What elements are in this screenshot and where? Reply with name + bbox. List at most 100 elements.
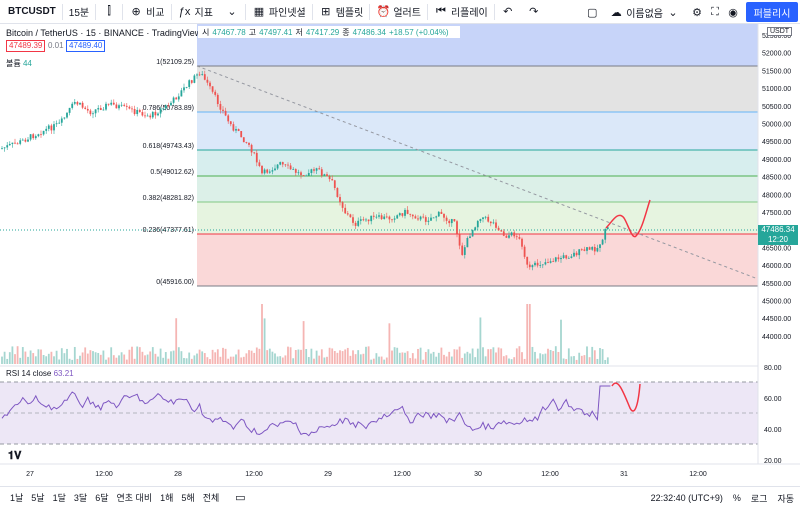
candle-body xyxy=(274,168,276,171)
volume-bar xyxy=(313,358,315,364)
volume-bar xyxy=(136,346,139,364)
candle-body xyxy=(8,143,11,146)
price-tick: 44000.00 xyxy=(762,334,791,341)
layout-name-button[interactable]: ☁ 이름없음 ⌄ xyxy=(603,0,686,24)
publish-button[interactable]: 퍼블리시 xyxy=(746,2,798,22)
candle-body xyxy=(562,255,565,259)
volume-bar xyxy=(604,359,607,364)
countdown-value: 12:20 xyxy=(767,235,789,244)
volume-bar xyxy=(115,357,118,364)
volume-bar xyxy=(6,358,9,364)
volume-bar xyxy=(521,352,523,364)
candle-body xyxy=(430,217,432,221)
gear-icon[interactable]: ⚙ xyxy=(692,6,702,19)
date-range-icon[interactable]: ▭ xyxy=(235,492,246,504)
price-scale[interactable]: 52500.00 52000.00 51500.00 51000.00 50500.00… xyxy=(762,33,791,341)
redo-icon: ↷ xyxy=(529,6,539,18)
candle-body xyxy=(1,148,3,150)
square-icon[interactable]: ▢ xyxy=(586,6,598,19)
candle-body xyxy=(518,237,521,239)
candle-body xyxy=(344,207,347,214)
candle-body xyxy=(596,247,599,252)
range-button[interactable]: 5날 xyxy=(31,493,45,503)
time-axis[interactable]: 27 12:00 28 12:00 29 12:00 30 12:00 31 12:00 xyxy=(26,471,707,478)
chart-area[interactable]: 1(52109.25) 0.786(50783.89) 0.618(49743.43… xyxy=(0,24,800,486)
rsi-scale[interactable]: 80.00 60.00 40.00 20.00 xyxy=(764,365,782,465)
indicators-dropdown[interactable]: ⌄ xyxy=(219,0,245,24)
symbol-search[interactable]: BTCUSDT xyxy=(8,6,56,17)
buy-price-box[interactable]: 47489.40 xyxy=(66,40,106,52)
log-toggle[interactable]: 로그 xyxy=(750,493,768,504)
range-button[interactable]: 6달 xyxy=(95,493,109,503)
redo-button[interactable]: ↷ xyxy=(521,0,547,24)
candle-body xyxy=(151,111,154,118)
candle-body xyxy=(565,255,568,259)
chart-svg[interactable]: 1(52109.25) 0.786(50783.89) 0.618(49743.43… xyxy=(0,24,800,486)
volume-bar xyxy=(125,359,128,364)
range-button[interactable]: 전체 xyxy=(202,493,220,503)
fullscreen-icon[interactable]: ⛶ xyxy=(711,5,719,18)
volume-bar xyxy=(37,349,40,364)
trend-line[interactable] xyxy=(196,65,759,280)
template-button[interactable]: ⊞ 템플릿 xyxy=(313,0,370,24)
undo-button[interactable]: ↶ xyxy=(495,0,521,24)
volume-bar xyxy=(401,352,404,364)
volume-bar xyxy=(97,352,100,364)
interval-button[interactable]: 15분 xyxy=(68,8,90,19)
range-button[interactable]: 1날 xyxy=(10,493,24,503)
candle-body xyxy=(120,104,123,106)
volume-bar xyxy=(294,350,297,364)
volume-bar xyxy=(131,346,133,364)
candle-body xyxy=(258,162,261,166)
range-button[interactable]: 연초 대비 xyxy=(116,493,153,503)
alert-button[interactable]: ⏰ 얼러트 xyxy=(370,0,427,24)
camera-icon[interactable]: ◉ xyxy=(728,6,738,19)
layout-icon: ▦ xyxy=(253,6,265,18)
candle-body xyxy=(492,222,495,224)
replay-button[interactable]: ⏮ 리플레이 xyxy=(428,0,494,24)
clock[interactable]: 22:32:40 (UTC+9) xyxy=(650,493,723,503)
sell-price-box[interactable]: 47489.39 xyxy=(6,40,46,52)
candle-body xyxy=(417,218,419,220)
range-button[interactable]: 3달 xyxy=(73,493,88,503)
candle-body xyxy=(224,110,227,116)
volume-bar xyxy=(34,356,37,364)
candle-body xyxy=(21,139,24,141)
candle-body xyxy=(435,216,438,218)
indicators-button[interactable]: ƒx 지표 xyxy=(172,0,219,24)
candle-body xyxy=(73,102,76,104)
rsi-line xyxy=(1,385,611,437)
rsi-projection-curve[interactable] xyxy=(611,382,641,412)
candle-body xyxy=(185,86,188,88)
percent-toggle[interactable]: % xyxy=(732,493,741,503)
candle-body xyxy=(352,217,354,223)
volume-bar xyxy=(326,356,328,364)
volume-bar xyxy=(479,317,482,364)
pine-button[interactable]: ▦ 파인넷셜 xyxy=(246,0,312,24)
volume-bar xyxy=(487,349,490,364)
chart-type-button[interactable]: ⫿ xyxy=(96,0,122,24)
candle-body xyxy=(242,137,245,143)
auto-toggle[interactable]: 자동 xyxy=(777,493,794,504)
candle-body xyxy=(427,220,430,222)
fib-label: 1(52109.25) xyxy=(156,59,194,66)
compare-button[interactable]: ⊕ 비교 xyxy=(123,0,170,24)
candle-body xyxy=(193,75,196,83)
volume-bar xyxy=(94,352,97,364)
candle-body xyxy=(112,102,115,105)
candle-body xyxy=(68,107,71,113)
volume-bar xyxy=(255,347,258,364)
volume-bar xyxy=(528,304,531,364)
range-button[interactable]: 1달 xyxy=(52,493,66,503)
volume-bar xyxy=(253,352,256,364)
range-button[interactable]: 5해 xyxy=(181,493,195,503)
range-button[interactable]: 1해 xyxy=(160,493,174,503)
candle-body xyxy=(209,82,211,87)
volume-bar xyxy=(565,359,568,364)
volume-bar xyxy=(458,346,461,364)
projection-curve[interactable] xyxy=(605,199,651,238)
currency-tag[interactable]: USDT xyxy=(767,27,793,36)
close-label: 종 xyxy=(342,27,350,37)
candle-body xyxy=(42,130,45,135)
pine-label: 파인넷셜 xyxy=(268,8,306,19)
